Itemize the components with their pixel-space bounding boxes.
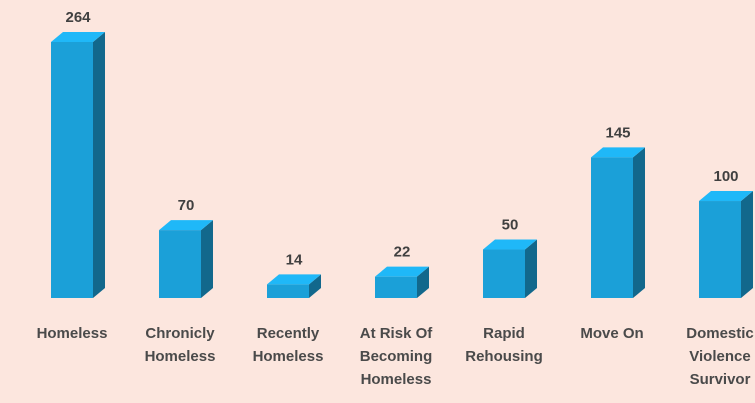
value-label: 22 [394,244,411,261]
value-label: 14 [286,251,303,268]
category-label: Homeless [36,325,108,342]
bar [699,191,753,298]
bar-top [699,191,753,202]
bar-top [483,239,537,250]
bar-front [375,276,417,298]
value-label: 264 [65,9,91,26]
category-label: Recently Homeless [252,325,324,365]
bar-front [267,284,309,298]
value-label: 70 [178,197,195,214]
bar-front [699,201,741,298]
bar-side [741,191,753,298]
bar [267,274,321,298]
bar-side [417,266,429,298]
category-label: Rapid Rehousing [465,325,543,365]
category-label: Domestic Violence Survivor [686,325,754,388]
category-label: Chronicly Homeless [144,325,216,365]
value-label: 50 [502,217,519,234]
bar-top [267,274,321,285]
value-label: 145 [605,124,630,141]
bar [375,266,429,298]
bar [159,220,213,298]
bar-front [483,249,525,298]
bar-front [591,157,633,298]
category-label: At Risk Of Becoming Homeless [359,325,433,388]
value-label: 100 [713,168,738,185]
bar-front [159,230,201,298]
bar-front [51,42,93,298]
bar-top [375,266,429,277]
bar [483,239,537,298]
bar [591,147,645,298]
bar-side [309,274,321,298]
bar-side [201,220,213,298]
bar-side [525,239,537,298]
bar-side [93,32,105,298]
bar-top [51,32,105,42]
bar [51,32,105,298]
bar-top [591,147,645,158]
category-label: Move On [580,325,644,342]
bar-top [159,220,213,231]
bar-side [633,147,645,298]
